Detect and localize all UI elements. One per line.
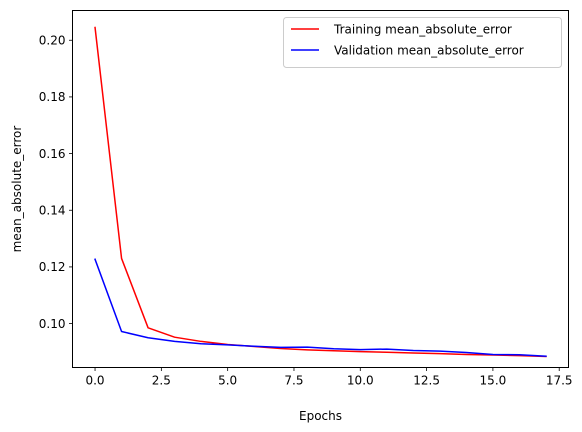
x-axis: 0.0 2.5 5.0 7.5 10.0 12.5 15.0 17.5 bbox=[85, 367, 573, 388]
y-tick-label: 0.14 bbox=[39, 203, 66, 217]
series-line-training bbox=[94, 26, 547, 358]
legend-label-validation: Validation mean_absolute_error bbox=[334, 44, 524, 58]
y-tick-label: 0.16 bbox=[39, 147, 66, 161]
legend: Training mean_absolute_error Validation … bbox=[283, 17, 562, 68]
x-tick-label: 7.5 bbox=[284, 374, 303, 388]
plot-background bbox=[72, 10, 569, 368]
legend-label-training: Training mean_absolute_error bbox=[333, 23, 512, 37]
legend-box bbox=[283, 17, 562, 68]
x-tick-label: 17.5 bbox=[546, 374, 573, 388]
x-tick-label: 0.0 bbox=[85, 374, 104, 388]
x-tick-label: 2.5 bbox=[152, 374, 171, 388]
y-axis: 0.10 0.12 0.14 0.16 0.18 0.20 bbox=[39, 33, 73, 331]
y-tick-label: 0.18 bbox=[39, 90, 66, 104]
y-axis-label: mean_absolute_error bbox=[10, 126, 24, 253]
x-tick-label: 5.0 bbox=[218, 374, 237, 388]
series-layer bbox=[94, 26, 547, 358]
x-tick-label: 15.0 bbox=[480, 374, 507, 388]
x-tick-label: 10.0 bbox=[347, 374, 374, 388]
y-tick-label: 0.10 bbox=[39, 317, 66, 331]
y-tick-label: 0.20 bbox=[39, 33, 66, 47]
x-axis-label: Epochs bbox=[299, 409, 342, 423]
series-line-validation bbox=[94, 258, 547, 357]
x-tick-label: 12.5 bbox=[413, 374, 440, 388]
y-tick-label: 0.12 bbox=[39, 260, 66, 274]
plot-frame bbox=[72, 10, 569, 368]
